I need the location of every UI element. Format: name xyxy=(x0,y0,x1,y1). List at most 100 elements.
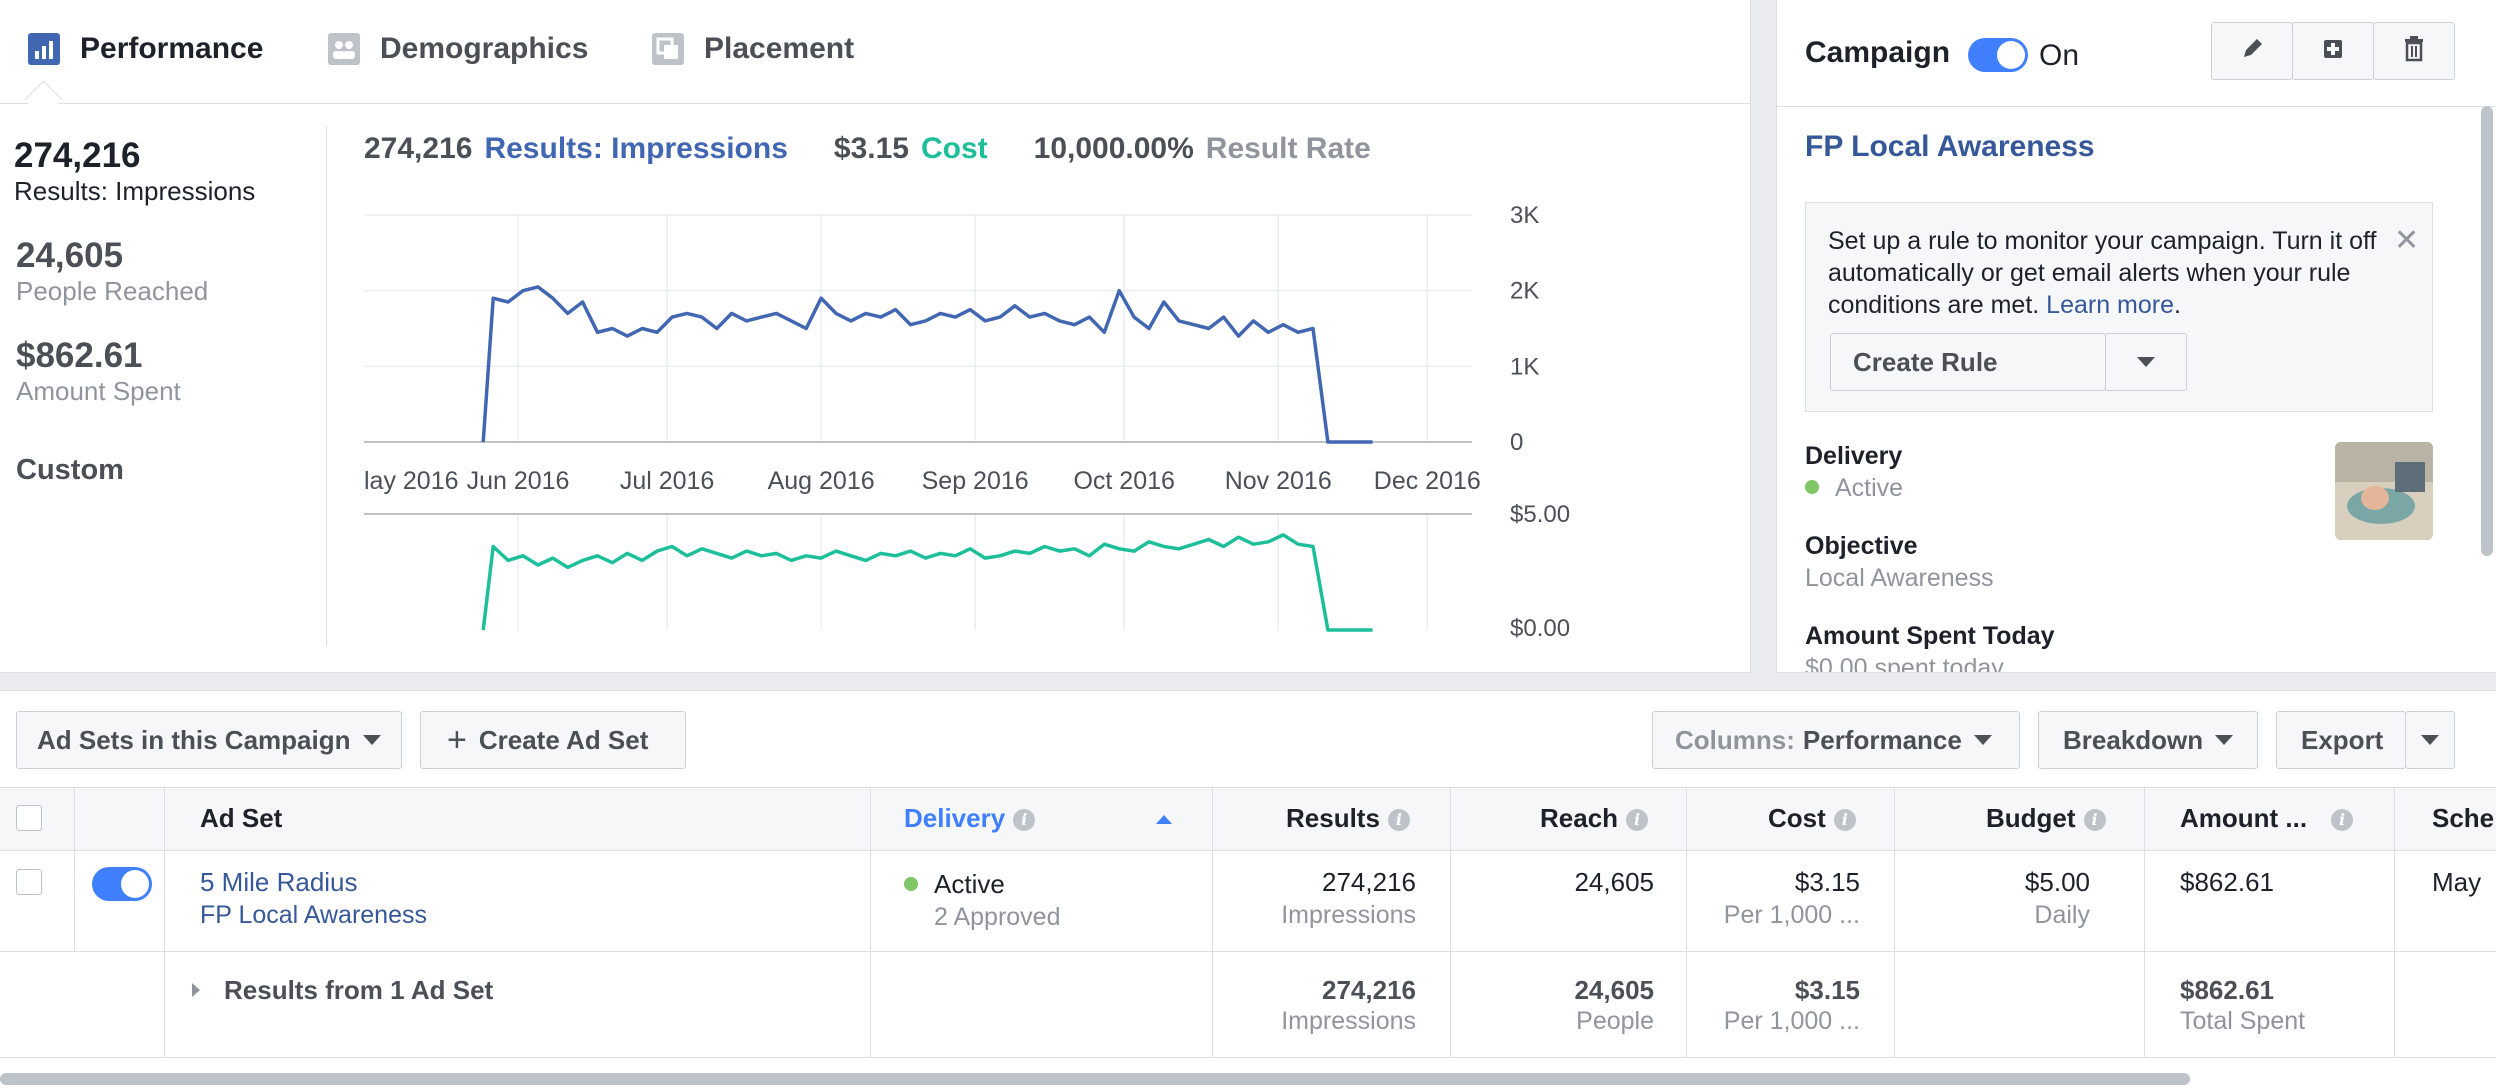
learn-more-link[interactable]: Learn more xyxy=(2046,291,2175,319)
metric-value: 274,216 xyxy=(14,136,141,175)
metric-spent: $862.61 Amount Spent xyxy=(16,336,181,407)
create-rule-button[interactable]: Create Rule xyxy=(1830,333,2106,391)
header-delivery[interactable]: Delivery i xyxy=(904,803,1036,834)
header-adset[interactable]: Ad Set xyxy=(200,803,283,833)
panel-scrollbar[interactable] xyxy=(2481,106,2493,556)
column-divider xyxy=(74,787,75,849)
summary-rate-label[interactable]: Result Rate xyxy=(1205,132,1371,165)
tab-demographics[interactable]: Demographics xyxy=(328,26,588,72)
trash-icon xyxy=(2405,36,2423,62)
row-cost-sub: Per 1,000 ... xyxy=(1723,901,1860,929)
summary-results-label[interactable]: Results: Impressions xyxy=(484,132,788,165)
campaign-toggle[interactable] xyxy=(1968,38,2028,72)
row-cost: $3.15 xyxy=(1794,867,1860,897)
row-reach: 24,605 xyxy=(1574,867,1654,897)
columns-dropdown[interactable]: Columns: Performance xyxy=(1652,711,2020,769)
tab-performance[interactable]: Performance xyxy=(28,26,263,72)
rule-description: Set up a rule to monitor your campaign. … xyxy=(1828,227,2377,319)
info-icon[interactable]: i xyxy=(2331,809,2354,831)
header-results[interactable]: Results i xyxy=(1286,803,1410,834)
adsets-scope-dropdown[interactable]: Ad Sets in this Campaign xyxy=(16,711,402,769)
total-reach-sub: People xyxy=(1576,1007,1654,1035)
duplicate-icon xyxy=(2324,40,2342,58)
y-tick-label: 3K xyxy=(1510,202,1539,229)
header-cost[interactable]: Cost i xyxy=(1768,803,1856,834)
summary-cost-label[interactable]: Cost xyxy=(920,132,988,165)
total-cost: $3.15 xyxy=(1794,975,1860,1005)
metric-value: 24,605 xyxy=(16,236,124,275)
close-icon[interactable]: ✕ xyxy=(2394,224,2420,257)
header-amount-label: Amount ... xyxy=(2180,803,2308,833)
metric-label: Results: Impressions xyxy=(14,176,256,206)
people-icon xyxy=(328,33,360,65)
tab-bar: Performance Demographics Placement xyxy=(0,0,1750,119)
y-tick-label: $5.00 xyxy=(1510,501,1570,528)
adset-campaign-link[interactable]: FP Local Awareness xyxy=(200,901,427,929)
delete-button[interactable] xyxy=(2373,22,2455,80)
custom-metric-link[interactable]: Custom xyxy=(16,454,124,486)
select-all-checkbox[interactable] xyxy=(16,805,42,831)
breakdown-label: Breakdown xyxy=(2063,724,2204,755)
totals-label: Results from 1 Ad Set xyxy=(224,975,494,1005)
row-budget: $5.00 xyxy=(2024,867,2090,897)
info-icon[interactable]: i xyxy=(1013,809,1036,831)
duplicate-button[interactable] xyxy=(2292,22,2374,80)
campaign-name-link[interactable]: FP Local Awareness xyxy=(1805,130,2095,163)
tab-placement[interactable]: Placement xyxy=(652,26,854,72)
header-budget-label: Budget xyxy=(1986,803,2076,833)
horizontal-scrollbar[interactable] xyxy=(0,1073,2190,1085)
header-budget[interactable]: Budget i xyxy=(1986,803,2106,834)
x-tick-label: Sep 2016 xyxy=(922,467,1029,495)
info-icon[interactable]: i xyxy=(1387,809,1410,831)
adset-toggle[interactable] xyxy=(92,867,152,901)
impressions-series-line xyxy=(481,285,1373,444)
header-schedule[interactable]: Sche xyxy=(2432,803,2495,833)
breakdown-dropdown[interactable]: Breakdown xyxy=(2038,711,2258,769)
amount-today-label: Amount Spent Today xyxy=(1805,622,2055,650)
toggle-knob xyxy=(1997,41,2025,69)
create-rule-dropdown[interactable] xyxy=(2105,333,2187,391)
row-checkbox[interactable] xyxy=(16,869,42,895)
expand-triangle-icon[interactable] xyxy=(192,983,200,997)
metric-value: $862.61 xyxy=(16,336,143,375)
create-rule-label: Create Rule xyxy=(1853,346,1998,377)
cost-series-line xyxy=(481,533,1373,632)
performance-panel: Performance Demographics Placement 274,2… xyxy=(0,0,1751,673)
plus-icon: + xyxy=(447,721,467,759)
placement-icon xyxy=(652,33,684,65)
column-divider xyxy=(164,787,165,1057)
divider xyxy=(326,126,327,646)
total-reach: 24,605 xyxy=(1574,975,1654,1005)
row-delivery-sub: 2 Approved xyxy=(934,903,1061,931)
objective-value: Local Awareness xyxy=(1805,564,1994,592)
edit-button[interactable] xyxy=(2211,22,2293,80)
tab-label: Demographics xyxy=(380,32,589,65)
create-adset-button[interactable]: + Create Ad Set xyxy=(420,711,686,769)
x-tick-label: Oct 2016 xyxy=(1073,467,1174,495)
status-dot-icon xyxy=(1805,480,1819,494)
total-results-sub: Impressions xyxy=(1281,1007,1416,1035)
table-row xyxy=(0,849,2496,952)
info-icon[interactable]: i xyxy=(1626,809,1649,831)
adset-name-link[interactable]: 5 Mile Radius xyxy=(200,867,358,897)
info-icon[interactable]: i xyxy=(1833,809,1856,831)
campaign-thumbnail[interactable] xyxy=(2335,442,2433,540)
metric-reach: 24,605 People Reached xyxy=(16,236,208,307)
header-delivery-label: Delivery xyxy=(904,803,1006,833)
amount-today-value: $0.00 spent today xyxy=(1805,654,2004,673)
column-divider xyxy=(1450,787,1451,1057)
header-reach[interactable]: Reach i xyxy=(1540,803,1649,834)
export-dropdown[interactable] xyxy=(2405,711,2455,769)
info-icon[interactable]: i xyxy=(2083,809,2106,831)
header-amount[interactable]: Amount ... i xyxy=(2180,803,2354,834)
chevron-down-icon xyxy=(362,735,381,745)
campaign-panel: Campaign On FP Local Awareness Set up a … xyxy=(1776,0,2496,673)
export-button[interactable]: Export xyxy=(2276,711,2406,769)
performance-charts: 3K 2K 1K 0 $5.00 $0.00 lay 2016 Jun 2016 Jul 201… xyxy=(364,202,1570,642)
summary-cost-value: $3.15 xyxy=(833,132,909,165)
chevron-down-icon xyxy=(2215,735,2234,745)
sort-ascending-icon[interactable] xyxy=(1156,815,1172,824)
campaign-header: Campaign On xyxy=(1777,0,2496,107)
header-cost-label: Cost xyxy=(1768,803,1826,833)
summary-rate-value: 10,000.00% xyxy=(1033,132,1194,165)
